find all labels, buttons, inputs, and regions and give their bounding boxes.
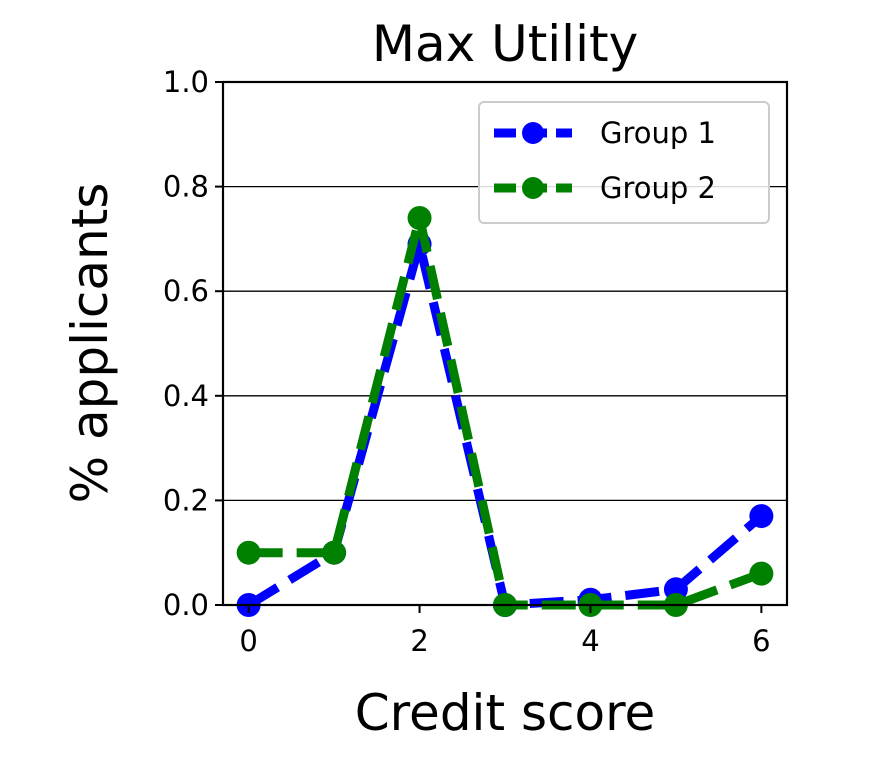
- legend-label-group-2: Group 2: [600, 171, 716, 205]
- tick-layer: 0.0 0.2 0.4 0.6 0.8 1.0 0 2 4 6: [163, 65, 771, 658]
- x-tick-label-3: 6: [752, 624, 770, 658]
- legend-label-group-1: Group 1: [600, 116, 716, 150]
- legend-marker-group-2: [522, 177, 544, 199]
- y-tick-label-2: 0.4: [163, 379, 209, 413]
- legend-marker-group-1: [522, 122, 544, 144]
- y-axis-label: % applicants: [61, 183, 119, 504]
- y-tick-label-4: 0.8: [163, 170, 209, 204]
- y-tick-label-3: 0.6: [163, 274, 209, 308]
- x-tick-label-2: 4: [581, 624, 599, 658]
- legend: Group 1 Group 2: [478, 101, 770, 224]
- data-point-group-2-x1: [322, 540, 347, 565]
- x-axis-label: Credit score: [355, 684, 656, 742]
- data-point-group-1-x6: [749, 504, 774, 529]
- y-tick-label-1: 0.2: [163, 483, 209, 517]
- y-tick-label-5: 1.0: [163, 65, 209, 99]
- plot-frame: [221, 80, 789, 607]
- series-layer: [236, 205, 774, 617]
- data-point-group-2-x6: [749, 561, 774, 586]
- data-point-group-2-x0: [236, 540, 261, 565]
- y-tick-label-0: 0.0: [163, 588, 209, 622]
- chart-title: Max Utility: [372, 15, 638, 73]
- x-tick-label-1: 2: [410, 624, 428, 658]
- x-tick-label-0: 0: [239, 624, 257, 658]
- data-point-group-2-x2: [407, 205, 432, 230]
- grid-layer: [223, 185, 787, 502]
- legend-box: [478, 101, 770, 224]
